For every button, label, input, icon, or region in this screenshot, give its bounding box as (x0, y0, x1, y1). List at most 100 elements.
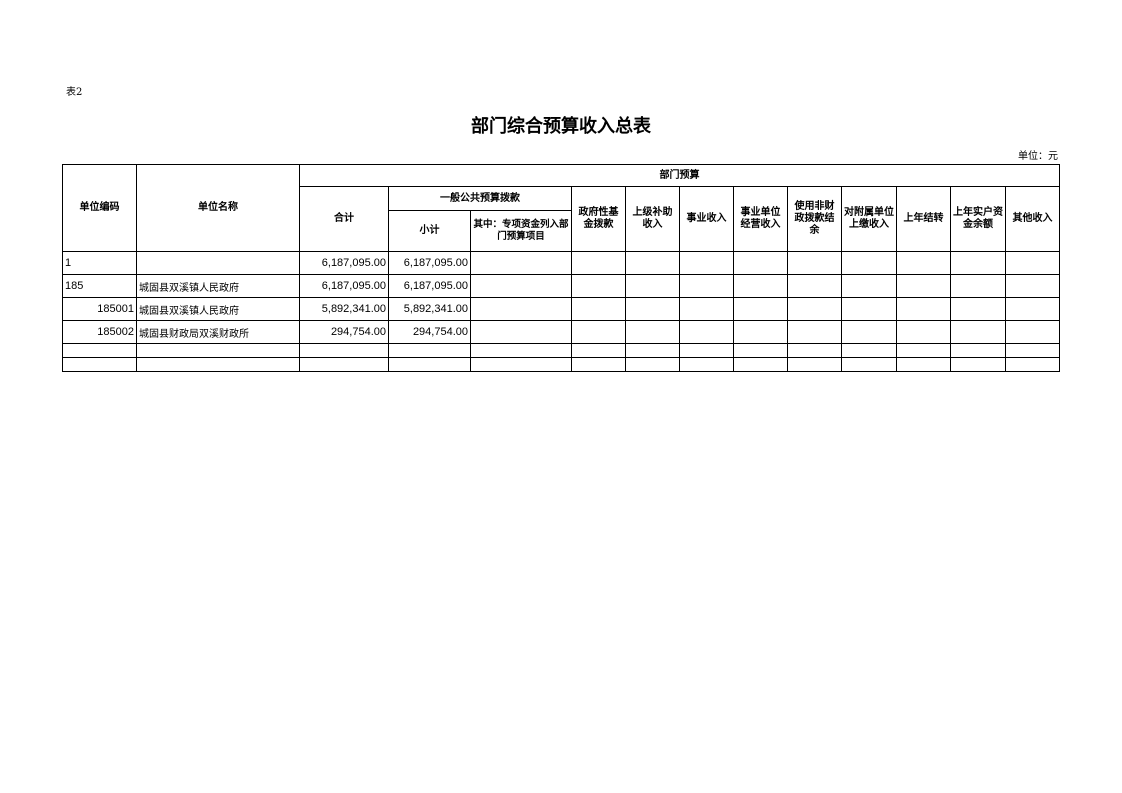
cell-name: 城固县双溪镇人民政府 (136, 297, 300, 321)
cell-total (299, 343, 389, 358)
cell-empty (950, 343, 1006, 358)
cell-empty (470, 251, 572, 275)
cell-subtotal: 5,892,341.00 (388, 297, 471, 321)
cell-empty (733, 343, 788, 358)
cell-total: 5,892,341.00 (299, 297, 389, 321)
table-row: 185 城固县双溪镇人民政府 6,187,095.00 6,187,095.00 (62, 274, 1060, 298)
cell-code: 185001 (62, 297, 137, 321)
header-code: 单位编码 (62, 164, 137, 252)
cell-empty (470, 297, 572, 321)
cell-empty (625, 320, 680, 344)
cell-empty (571, 297, 626, 321)
cell-empty (733, 357, 788, 372)
header-subtotal: 小计 (388, 210, 471, 252)
cell-empty (950, 357, 1006, 372)
cell-code: 185 (62, 274, 137, 298)
cell-empty (841, 343, 897, 358)
cell-empty (787, 357, 842, 372)
cell-empty (733, 251, 788, 275)
cell-name: 城固县双溪镇人民政府 (136, 274, 300, 298)
cell-subtotal (388, 357, 471, 372)
cell-empty (787, 251, 842, 275)
cell-empty (950, 320, 1006, 344)
cell-empty (679, 251, 734, 275)
cell-code (62, 343, 137, 358)
cell-name (136, 343, 300, 358)
cell-empty (571, 320, 626, 344)
cell-empty (571, 357, 626, 372)
cell-empty (733, 274, 788, 298)
cell-empty (841, 297, 897, 321)
header-col: 其他收入 (1005, 186, 1060, 252)
cell-empty (841, 274, 897, 298)
cell-empty (950, 297, 1006, 321)
table-row (62, 343, 1060, 358)
cell-empty (841, 320, 897, 344)
cell-empty (679, 297, 734, 321)
cell-empty (950, 251, 1006, 275)
header-col: 上年结转 (896, 186, 951, 252)
cell-empty (896, 343, 951, 358)
cell-empty (733, 297, 788, 321)
cell-code: 185002 (62, 320, 137, 344)
header-col: 上级补助收入 (625, 186, 680, 252)
cell-empty (470, 320, 572, 344)
cell-code: 1 (62, 251, 137, 275)
cell-total: 6,187,095.00 (299, 274, 389, 298)
cell-empty (625, 251, 680, 275)
cell-total: 6,187,095.00 (299, 251, 389, 275)
cell-empty (571, 343, 626, 358)
cell-empty (1005, 343, 1060, 358)
table-number-label: 表2 (66, 87, 83, 98)
cell-empty (1005, 274, 1060, 298)
cell-total: 294,754.00 (299, 320, 389, 344)
cell-empty (470, 357, 572, 372)
cell-empty (470, 274, 572, 298)
cell-subtotal: 6,187,095.00 (388, 274, 471, 298)
budget-income-table: 单位编码 单位名称 部门预算 合计 一般公共预算拨款 政府性基金拨款 上级补助收… (62, 164, 1060, 372)
cell-total (299, 357, 389, 372)
cell-empty (1005, 297, 1060, 321)
cell-empty (787, 343, 842, 358)
header-special: 其中：专项资金列入部门预算项目 (470, 210, 572, 252)
table-row: 1 6,187,095.00 6,187,095.00 (62, 251, 1060, 275)
cell-empty (787, 320, 842, 344)
cell-empty (896, 357, 951, 372)
cell-name (136, 357, 300, 372)
cell-empty (679, 357, 734, 372)
header-col: 政府性基金拨款 (571, 186, 626, 252)
cell-empty (625, 343, 680, 358)
table-row: 185002 城固县财政局双溪财政所 294,754.00 294,754.00 (62, 320, 1060, 344)
header-col: 上年实户资金余额 (950, 186, 1006, 252)
cell-empty (625, 357, 680, 372)
cell-empty (896, 274, 951, 298)
cell-name (136, 251, 300, 275)
cell-empty (571, 251, 626, 275)
cell-empty (896, 320, 951, 344)
page-title: 部门综合预算收入总表 (471, 116, 651, 137)
cell-empty (733, 320, 788, 344)
cell-empty (787, 274, 842, 298)
cell-empty (896, 251, 951, 275)
header-col: 使用非财政拨款结余 (787, 186, 842, 252)
cell-empty (1005, 357, 1060, 372)
table-row: 185001 城固县双溪镇人民政府 5,892,341.00 5,892,341.00 (62, 297, 1060, 321)
cell-empty (571, 274, 626, 298)
cell-empty (896, 297, 951, 321)
cell-empty (1005, 251, 1060, 275)
cell-empty (625, 274, 680, 298)
cell-subtotal: 6,187,095.00 (388, 251, 471, 275)
header-col: 事业收入 (679, 186, 734, 252)
cell-empty (1005, 320, 1060, 344)
table-body: 1 6,187,095.00 6,187,095.00 185 城固县双溪镇人民政府 6,… (62, 251, 1060, 372)
cell-subtotal: 294,754.00 (388, 320, 471, 344)
header-col: 对附属单位上缴收入 (841, 186, 897, 252)
cell-empty (625, 297, 680, 321)
header-name: 单位名称 (136, 164, 300, 252)
cell-empty (470, 343, 572, 358)
cell-empty (679, 343, 734, 358)
cell-empty (679, 320, 734, 344)
cell-empty (841, 357, 897, 372)
cell-empty (841, 251, 897, 275)
header-dept-budget: 部门预算 (299, 164, 1060, 187)
